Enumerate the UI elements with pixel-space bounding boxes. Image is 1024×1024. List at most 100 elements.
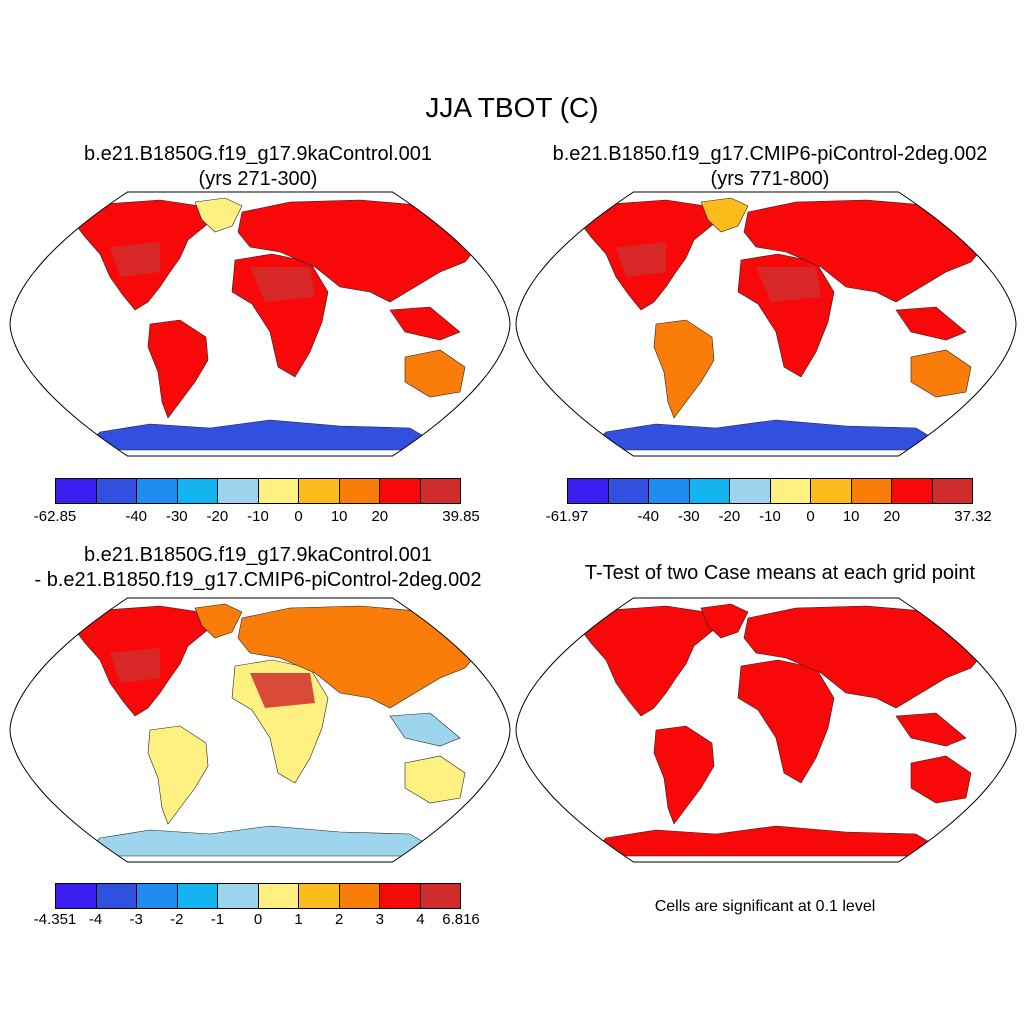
panel3-subtitle: - b.e21.B1850.f19_g17.CMIP6-piControl-2d… [34,569,482,591]
colorbar-tick-label: 1 [294,911,303,928]
landmass-greenland [700,603,749,639]
colorbar-tick-label: 2 [335,911,344,928]
landmass-antarctica [595,419,937,451]
colorbar-swatch [380,479,421,503]
hot-region [110,242,160,277]
colorbar-tick-label: 20 [883,508,901,525]
hot-region [250,267,315,302]
colorbar-swatch [770,479,811,503]
panel1-title: b.e21.B1850G.f19_g17.9kaControl.001 [83,143,433,165]
colorbar-tick-label: -4.351 [33,911,77,928]
colorbar-case1 [55,478,461,504]
colorbar-tick-label: -61.97 [545,508,589,525]
colorbar-swatch [339,479,380,503]
colorbar-swatch [299,884,340,908]
landmass-australia [910,349,972,398]
colorbar-swatch [96,884,137,908]
landmass-australia [404,349,466,398]
colorbar-tick-label: -4 [88,911,103,928]
hot-region [250,673,315,708]
landmass-greenland [194,197,243,233]
colorbar-tick-label: -20 [206,508,229,525]
panel1-subtitle: (yrs 271-300) [198,168,318,190]
colorbar-tick-label: 3 [375,911,384,928]
colorbar-tick-label: 39.85 [442,508,480,525]
colorbar-tick-label: -10 [759,508,781,525]
landmass-australia [910,755,972,804]
colorbar-tick-label: -2 [170,911,184,928]
map-panel-ttest [515,597,1017,863]
colorbar-swatch [56,884,97,908]
landmass-antarctica [595,825,937,857]
colorbar-swatch [339,884,380,908]
panel3-title: b.e21.B1850G.f19_g17.9kaControl.001 [83,544,433,566]
colorbar-tick-label: -3 [129,911,143,928]
map-panel-difference [9,597,511,863]
landmass-greenland [194,603,243,639]
landmass-southAmerica [147,725,209,825]
landmass-southAmerica [653,319,715,419]
colorbar-tick-label: -30 [165,508,188,525]
colorbar-tick-label: 10 [842,508,860,525]
panel2-subtitle: (yrs 771-800) [710,168,830,190]
colorbar-tick-label: -1 [210,911,225,928]
colorbar-swatch [608,479,649,503]
colorbar-swatch [730,479,771,503]
colorbar-swatch [177,884,218,908]
colorbar-tick-label: 0 [253,911,263,928]
colorbar-swatch [258,479,299,503]
landmass-eurasia [743,199,987,303]
landmass-greenland [700,197,749,233]
colorbar-swatch [258,884,299,908]
colorbar-swatch [689,479,730,503]
colorbar-swatch [420,479,460,503]
colorbar-swatch [932,479,972,503]
colorbar-swatch [380,884,421,908]
landmass-seAsia [389,712,461,747]
colorbar-tick-label: 20 [371,508,389,525]
colorbar-swatch [892,479,933,503]
landmass-seAsia [389,306,461,341]
landmass-southAmerica [147,319,209,419]
colorbar-swatch [299,479,340,503]
colorbar-tick-label: -40 [125,508,148,525]
map-panel-case1 [9,191,511,457]
landmass-antarctica [89,419,431,451]
landmass-northAmerica [577,605,717,717]
colorbar-swatch [56,479,97,503]
hot-region [616,242,666,277]
colorbar-tick-label: -40 [637,508,660,525]
landmass-australia [404,755,466,804]
map-panel-case2 [515,191,1017,457]
colorbar-swatch [137,479,178,503]
colorbar-case2-labels: -61.97 -40 -30 -20 -10 0 10 20 37.32 [546,508,992,528]
map-outline [9,597,511,863]
landmass-antarctica [89,825,431,857]
colorbar-swatch [420,884,460,908]
landmass-seAsia [895,712,967,747]
colorbar-swatch [96,479,137,503]
colorbar-tick-label: 4 [416,911,425,928]
colorbar-swatch [218,479,259,503]
colorbar-swatch [851,479,892,503]
colorbar-tick-label: 10 [330,508,348,525]
colorbar-tick-label: -10 [247,508,269,525]
colorbar-case2 [567,478,973,504]
colorbar-difference-labels: -4.351 -4 -3 -2 -1 0 1 2 3 4 6.816 [34,911,480,931]
panel2-title: b.e21.B1850.f19_g17.CMIP6-piControl-2deg… [552,143,988,165]
colorbar-tick-label: -30 [677,508,700,525]
colorbar-swatch [218,884,259,908]
significance-note: Cells are significant at 0.1 level [654,898,876,915]
hot-region [110,648,160,683]
landmass-eurasia [237,199,481,303]
landmass-southAmerica [653,725,715,825]
colorbar-tick-label: -62.85 [33,508,77,525]
landmass-africa [737,659,835,784]
colorbar-tick-label: 0 [294,508,303,525]
colorbar-tick-label: 0 [806,508,815,525]
colorbar-difference [55,883,461,909]
map-outline [515,191,1017,457]
colorbar-tick-label: 6.816 [442,911,480,928]
landmass-seAsia [895,306,967,341]
landmass-eurasia [743,605,987,709]
